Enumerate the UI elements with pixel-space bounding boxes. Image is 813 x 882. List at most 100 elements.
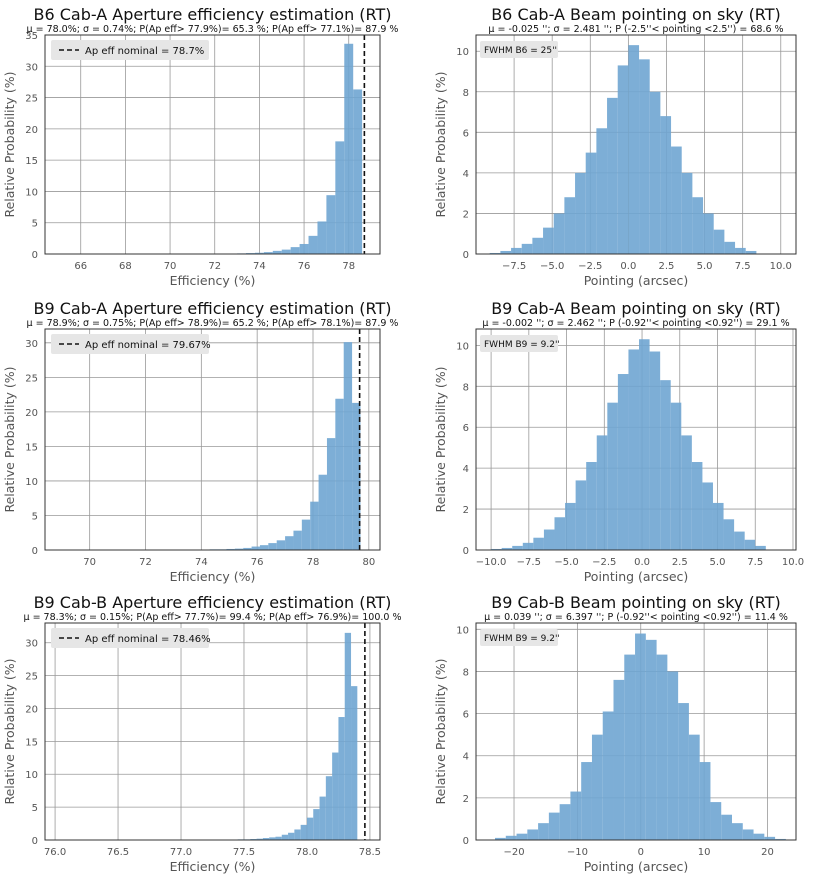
histogram-bar [585, 152, 597, 254]
panel-b6-cab-a-pointing: −7.5 −5.0 −2.5 0.0 2.5 5.0 7.5 10.0 0 2 4 6 8 10 Point… [433, 5, 797, 288]
x-tick-label: 76.0 [44, 847, 66, 858]
plot-frame [475, 328, 797, 551]
x-tick-label: 76.5 [107, 847, 129, 858]
histogram-bar [299, 243, 309, 254]
histogram-bar [624, 654, 636, 840]
histogram-bar [553, 213, 565, 254]
histogram-bar [660, 116, 672, 254]
histogram-bar [281, 834, 289, 840]
histogram-bar [344, 43, 354, 255]
histogram-bar [703, 213, 714, 254]
y-tick-label: 25 [25, 94, 38, 105]
histogram-bar [554, 517, 566, 550]
histogram-bar [710, 802, 722, 840]
y-tick-label: 4 [463, 752, 469, 763]
chart-title: B9 Cab-B Aperture efficiency estimation … [34, 593, 392, 612]
histogram-bar [565, 502, 576, 550]
x-tick-label: −20 [503, 847, 524, 858]
histogram-bar [721, 814, 732, 840]
annotation-box [480, 41, 558, 58]
y-tick-label: 35 [25, 31, 38, 42]
x-tick-label: 78 [307, 557, 320, 568]
histogram-bar [691, 462, 703, 550]
histogram-bar [332, 752, 339, 840]
histogram-bar [639, 339, 650, 550]
histogram-bar [254, 252, 264, 254]
x-tick-label: 66 [74, 261, 87, 272]
x-tick-label: 76 [298, 261, 311, 272]
y-tick-label: 30 [25, 639, 38, 650]
y-tick-label: 0 [463, 546, 469, 557]
histogram-bar [713, 229, 725, 254]
x-tick-label: 68 [119, 261, 132, 272]
y-axis-label: Relative Probability (%) [2, 366, 17, 512]
histogram-bar [617, 374, 629, 550]
chart-title: B6 Cab-A Beam pointing on sky (RT) [491, 5, 781, 24]
y-tick-label: 10 [456, 47, 469, 58]
x-axis-label: Efficiency (%) [170, 273, 256, 288]
y-tick-label: 4 [463, 169, 469, 180]
histogram-bar [505, 835, 517, 840]
x-axis-label: Efficiency (%) [170, 569, 256, 584]
histogram-bar [335, 398, 344, 550]
histogram-bar [559, 804, 571, 840]
x-axis-label: Pointing (arcsec) [584, 859, 689, 874]
histogram-bar [628, 349, 640, 550]
y-tick-label: 25 [25, 672, 38, 683]
histogram-bar [548, 812, 560, 840]
histogram-bar [596, 128, 608, 254]
x-axis-label: Efficiency (%) [170, 859, 256, 874]
x-tick-label: −2.5 [592, 557, 616, 568]
x-tick-label: 80 [362, 557, 375, 568]
chart-title: B9 Cab-B Beam pointing on sky (RT) [491, 593, 780, 612]
panel-b9-cab-a-pointing: −10.0 −7.5 −5.0 −2.5 0.0 2.5 5.0 7.5 10.0 0 2 4 6 8 10… [433, 299, 804, 584]
y-tick-label: 2 [463, 505, 469, 516]
histogram-bar [272, 250, 282, 254]
x-axis-label: Pointing (arcsec) [584, 273, 689, 288]
histogram-bar [745, 250, 757, 254]
histogram-bar [602, 711, 614, 840]
histogram-bar [226, 548, 235, 550]
histogram-bar [744, 539, 756, 550]
histogram-bar [723, 519, 735, 550]
histogram-bar [344, 632, 352, 840]
histogram-bar [335, 141, 345, 254]
x-tick-label: 0.0 [634, 557, 650, 568]
histogram-bar [667, 671, 679, 840]
chart-subtitle: μ = -0.025 ''; σ = 2.481 ''; P (-2.5''< … [488, 24, 783, 35]
histogram-bar [702, 482, 713, 550]
x-tick-label: 74 [195, 557, 208, 568]
histogram-bar [678, 703, 689, 840]
histogram-bar [628, 45, 640, 255]
histogram-bar [564, 197, 576, 254]
histogram-bar [313, 809, 320, 840]
y-tick-label: 10 [25, 770, 38, 781]
y-tick-label: 30 [25, 339, 38, 350]
y-tick-label: 30 [25, 62, 38, 73]
histogram-bar [285, 536, 294, 550]
histogram-bar [501, 547, 513, 550]
plot-frame [44, 622, 381, 841]
y-tick-label: 0 [463, 250, 469, 261]
x-tick-label: −7.5 [517, 557, 541, 568]
x-tick-label: 10 [698, 847, 711, 858]
plot-area [45, 35, 380, 254]
histogram-bar [500, 250, 512, 254]
histogram-bar [275, 836, 282, 840]
y-tick-label: 15 [25, 442, 38, 453]
y-tick-label: 6 [463, 710, 469, 721]
x-tick-label: 70 [164, 261, 177, 272]
histogram-bar [586, 462, 597, 550]
fwhm-annotation: FWHM B9 = 9.2'' [484, 634, 560, 644]
histogram-bar [522, 542, 534, 550]
x-tick-label: 10.0 [782, 557, 804, 568]
panel-b9-cab-b-efficiency: 76.0 76.5 77.0 77.5 78.0 78.5 0 5 10 15 20 25 30 Effi… [2, 593, 401, 874]
chart-subtitle: μ = -0.002 ''; σ = 2.462 ''; P (-0.92''<… [482, 318, 789, 329]
histogram-bar [732, 823, 743, 840]
x-tick-label: 72 [208, 261, 221, 272]
y-tick-label: 0 [32, 250, 38, 261]
y-axis-label: Relative Probability (%) [433, 71, 448, 217]
histogram-bar [764, 836, 776, 840]
y-tick-label: 10 [456, 341, 469, 352]
histogram-bar [338, 717, 345, 840]
